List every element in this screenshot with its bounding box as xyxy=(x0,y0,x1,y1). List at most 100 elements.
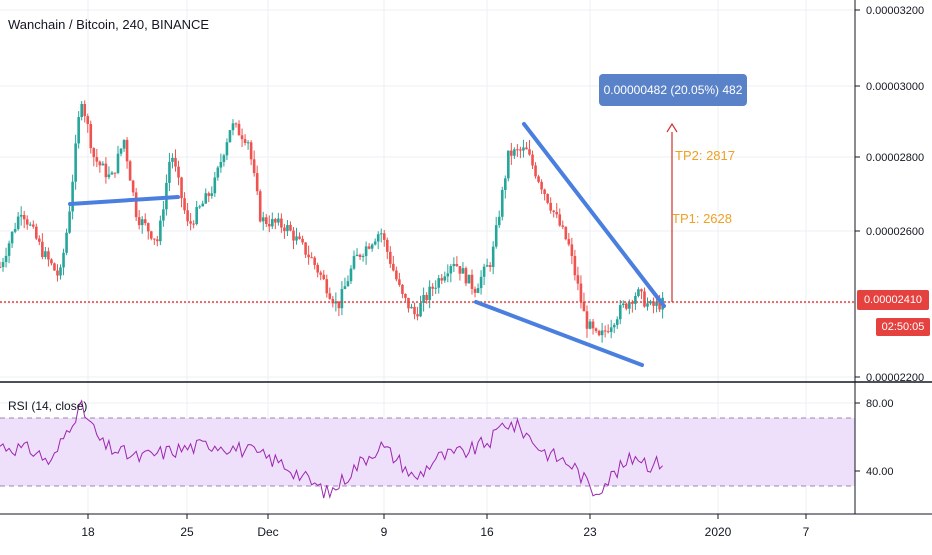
time-axis-label: 18 xyxy=(81,525,95,539)
candle-body xyxy=(646,303,649,307)
candle-body xyxy=(395,270,398,280)
candle-body xyxy=(1,262,5,268)
price-axis-label: 0.00002200 xyxy=(866,372,924,384)
candle-body xyxy=(425,294,428,301)
candle-body xyxy=(416,314,419,317)
candle-body xyxy=(56,270,59,276)
candle-body xyxy=(0,266,2,268)
candle-body xyxy=(277,218,280,223)
time-axis-label: Dec xyxy=(257,525,278,539)
candle-body xyxy=(74,143,77,182)
candle-body xyxy=(47,251,50,260)
candle-body xyxy=(301,238,304,243)
candle-body xyxy=(71,181,74,212)
candle-body xyxy=(482,266,486,277)
candle-body xyxy=(50,259,53,264)
candle-body xyxy=(597,330,601,336)
candle-body xyxy=(449,266,453,274)
candle-body xyxy=(267,224,271,227)
candle-body xyxy=(546,194,549,203)
candle-body xyxy=(264,217,268,225)
wedge-upper-trendline xyxy=(522,122,666,308)
rsi-indicator-label[interactable]: RSI (14, close) xyxy=(8,399,88,413)
candle-body xyxy=(261,217,265,222)
candle-body xyxy=(603,330,607,332)
candle-body xyxy=(567,239,571,245)
candle-body xyxy=(159,220,162,242)
candle-body xyxy=(640,289,643,292)
candle-body xyxy=(497,216,501,226)
rsi-line xyxy=(0,399,663,500)
candle-body xyxy=(153,238,156,240)
candle-body xyxy=(7,243,11,256)
candle-body xyxy=(168,161,171,183)
candle-body xyxy=(204,193,208,204)
support-trendline xyxy=(68,195,180,206)
candle-body xyxy=(283,227,286,232)
candle-body xyxy=(467,274,471,284)
candle-body xyxy=(525,147,528,150)
price-axis-label: 0.00002800 xyxy=(866,152,924,164)
candle-body xyxy=(522,147,525,151)
candle-body xyxy=(183,198,186,211)
time-axis-label: 25 xyxy=(180,525,194,539)
candle-body xyxy=(195,207,198,224)
candle-body xyxy=(219,161,223,168)
candle-body xyxy=(440,278,444,281)
candle-body xyxy=(189,221,192,224)
candle-body xyxy=(186,210,189,222)
candle-body xyxy=(228,130,232,143)
candle-body xyxy=(337,301,341,309)
candle-body xyxy=(149,231,153,239)
candle-body xyxy=(410,306,413,309)
candle-body xyxy=(549,202,552,211)
candle-body xyxy=(44,251,47,258)
candle-body xyxy=(458,266,462,274)
candle-body xyxy=(591,321,595,329)
candle-body xyxy=(407,297,410,309)
candle-body xyxy=(534,165,537,177)
price-axis-label: 0.00003200 xyxy=(866,5,924,17)
candle-body xyxy=(461,268,465,274)
candle-body xyxy=(53,263,56,271)
candle-body xyxy=(434,287,437,289)
candle-body xyxy=(307,254,310,258)
current-price-tag: 0.00002410 xyxy=(857,290,929,310)
candle-body xyxy=(558,214,562,226)
candle-body xyxy=(422,294,425,303)
candle-body xyxy=(618,305,622,320)
candle-body xyxy=(392,263,395,271)
candle-body xyxy=(225,142,229,156)
candle-body xyxy=(128,161,132,181)
candle-body xyxy=(543,189,546,195)
candle-body xyxy=(473,288,477,293)
measure-arrow-icon xyxy=(666,122,678,133)
measure-label[interactable]: 0.00000482 (20.05%) 482 xyxy=(599,74,747,106)
candle-body xyxy=(470,274,474,289)
candle-body xyxy=(510,150,513,156)
candle-body xyxy=(476,288,480,293)
candle-body xyxy=(62,252,65,268)
candle-body xyxy=(594,328,598,331)
candle-body xyxy=(555,211,559,215)
candle-body xyxy=(177,166,180,178)
candle-body xyxy=(234,123,238,125)
candle-body xyxy=(582,301,586,312)
tp1-label: TP1: 2628 xyxy=(672,211,732,226)
candle-body xyxy=(519,149,522,151)
candle-body xyxy=(92,148,96,158)
candle-body xyxy=(201,203,205,207)
candle-body xyxy=(240,135,244,140)
candle-body xyxy=(361,256,365,258)
price-axis-label: 0.00003000 xyxy=(866,81,924,93)
candle-body xyxy=(198,206,201,208)
candle-body xyxy=(19,214,23,217)
candle-body xyxy=(77,117,80,144)
price-axis: 0.00003200 0.00003000 0.00002800 0.00002600… xyxy=(866,5,924,384)
candle-body xyxy=(570,244,574,256)
candle-body xyxy=(252,159,256,174)
candle-body xyxy=(513,149,516,156)
candle-body xyxy=(304,242,307,255)
rsi-axis: 80.00 40.00 xyxy=(866,398,894,478)
chart-title[interactable]: Wanchain / Bitcoin, 240, BINANCE xyxy=(8,17,210,32)
